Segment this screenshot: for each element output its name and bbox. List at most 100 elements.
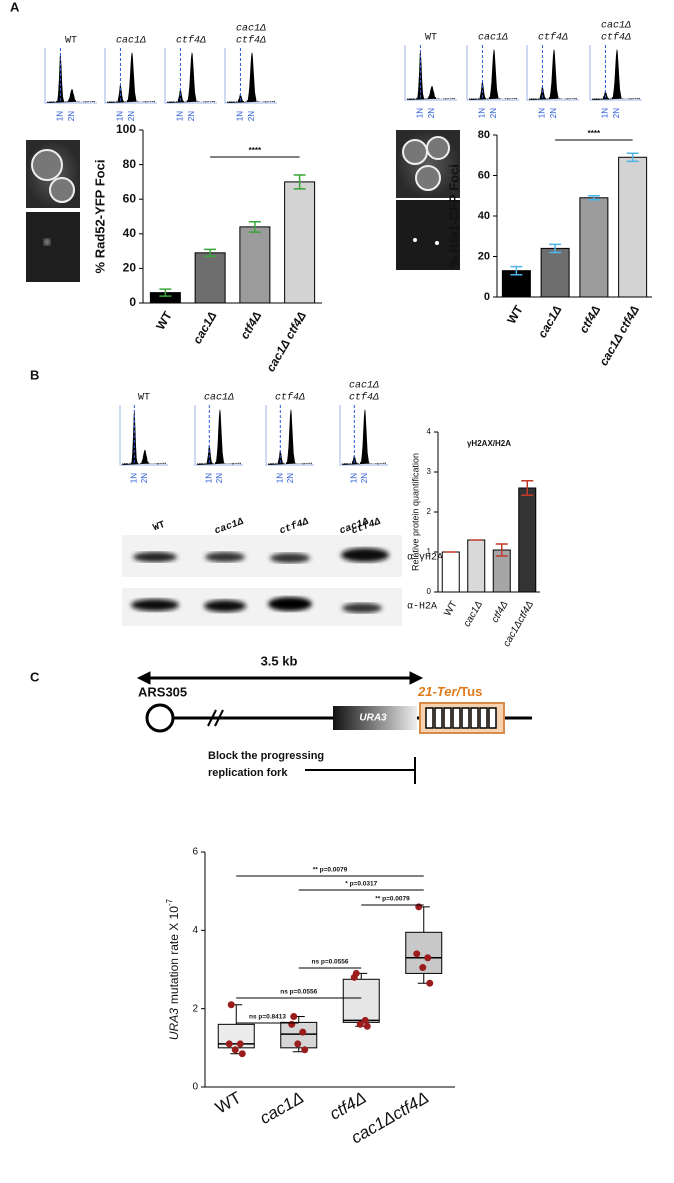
flow-frame <box>104 48 157 104</box>
data-point <box>356 1020 364 1028</box>
data-point <box>361 1016 369 1024</box>
significance-label: **** <box>249 146 262 155</box>
y-axis-label: URA3 mutation rate X 10-7 <box>165 898 181 1040</box>
significance-label: * p=0.0317 <box>345 881 377 888</box>
x-tick-label: ctf4Δ <box>490 599 511 625</box>
y-axis-label: % Rfa1-CFP Foci <box>446 164 461 268</box>
x-tick-label: cac1Δ ctf4Δ <box>596 303 642 368</box>
flow-label: ctf4Δ <box>176 35 206 47</box>
flow-axis-label: 2N <box>140 473 149 483</box>
flow-axis-label: 1N <box>416 108 425 118</box>
flow-frame <box>265 405 314 466</box>
antibody-label: α-H2A <box>407 602 437 613</box>
flow-histogram <box>592 49 640 100</box>
data-point <box>424 954 432 962</box>
flow-label: ctf4Δ <box>349 392 379 404</box>
flow-frame <box>589 45 642 101</box>
block-label: replication fork <box>208 767 288 779</box>
flow-label: WT <box>425 33 437 44</box>
panel-label: C <box>30 669 40 684</box>
data-point <box>350 973 358 981</box>
antibody-label: α-γH2AX <box>407 553 449 564</box>
flow-axis-label: 2N <box>489 108 498 118</box>
flow-histogram <box>268 409 312 465</box>
flow-label: ctf4Δ <box>538 32 568 44</box>
y-tick-label: 60 <box>478 169 490 181</box>
data-point <box>231 1046 239 1054</box>
y-tick-label: 20 <box>123 261 137 275</box>
data-point <box>238 1050 246 1058</box>
error-bar <box>521 480 534 496</box>
flow-label: cac1Δ <box>204 393 234 404</box>
flow-histogram <box>469 49 517 100</box>
barrier-part: Tus <box>460 684 482 699</box>
flow-histogram <box>107 52 155 103</box>
x-tick-label: ctf4Δ <box>576 303 603 335</box>
flow-frame <box>119 405 168 466</box>
y-tick-label: 6 <box>192 847 198 858</box>
data-point <box>288 1020 296 1028</box>
flow-histogram <box>197 409 241 465</box>
data-point <box>301 1046 309 1054</box>
distance-label: 3.5 kb <box>261 653 298 668</box>
data-point <box>236 1040 244 1048</box>
bar <box>441 551 460 593</box>
significance-label: **** <box>588 129 601 138</box>
data-point <box>363 1022 371 1030</box>
y-tick-label: 20 <box>478 250 490 262</box>
x-tick-label: WT <box>442 599 459 618</box>
y-axis-label-part: -7 <box>165 898 174 906</box>
flow-axis-label: 2N <box>549 108 558 118</box>
lane-label: ctf4Δ <box>278 516 310 538</box>
western-blot <box>122 535 402 626</box>
box <box>280 1021 318 1049</box>
chart-title: γH2AX/H2A <box>467 439 511 448</box>
flow-label: ctf4Δ <box>601 32 631 44</box>
flow-axis-label: 2N <box>360 473 369 483</box>
y-tick-label: 0 <box>484 291 490 303</box>
flow-axis-label: 2N <box>215 473 224 483</box>
flow-histogram <box>529 49 577 100</box>
error-bar <box>204 248 217 258</box>
y-tick-label: 80 <box>478 129 490 141</box>
flow-frame <box>526 45 579 101</box>
flow-frame <box>44 48 97 104</box>
bar <box>467 539 486 593</box>
flow-axis-label: 2N <box>427 108 436 118</box>
flow-label: cac1Δ <box>478 33 508 44</box>
flow-label: cac1Δ <box>236 24 266 35</box>
y-tick-label: 40 <box>478 210 490 222</box>
y-tick-label: 0 <box>129 295 136 309</box>
flow-frame <box>339 405 388 466</box>
flow-histogram <box>47 52 95 103</box>
barrier-part: 21-Ter/ <box>417 684 462 699</box>
flow-frame <box>224 48 277 104</box>
flow-frame <box>404 45 457 101</box>
flow-histogram <box>167 52 215 103</box>
data-point <box>290 1013 298 1020</box>
y-tick-label: 0 <box>427 587 432 596</box>
bar <box>518 487 537 593</box>
microscopy <box>26 130 460 282</box>
y-tick-label: 4 <box>192 925 198 936</box>
flow-label: ctf4Δ <box>236 35 266 47</box>
data-point <box>299 1028 307 1036</box>
x-tick-label: WT <box>504 303 526 327</box>
flow-label: cac1Δ <box>601 21 631 32</box>
bar <box>540 247 570 298</box>
lane-label: WT <box>152 520 167 534</box>
x-tick-label: cac1Δ ctf4Δ <box>263 309 309 374</box>
panel-label: B <box>30 367 39 382</box>
significance-label: ns p=0.0556 <box>280 989 317 996</box>
flow-histogram <box>342 409 386 465</box>
flow-axis-label: 2N <box>67 111 76 121</box>
flow-label: cac1Δ <box>349 381 379 392</box>
gene-label: URA3 <box>359 713 387 724</box>
y-tick-label: 60 <box>123 191 137 205</box>
y-tick-label: 4 <box>427 427 432 436</box>
x-tick-label: cac1Δ <box>535 303 565 340</box>
data-point <box>294 1040 302 1048</box>
significance-label: ns p=0.0556 <box>311 959 348 966</box>
